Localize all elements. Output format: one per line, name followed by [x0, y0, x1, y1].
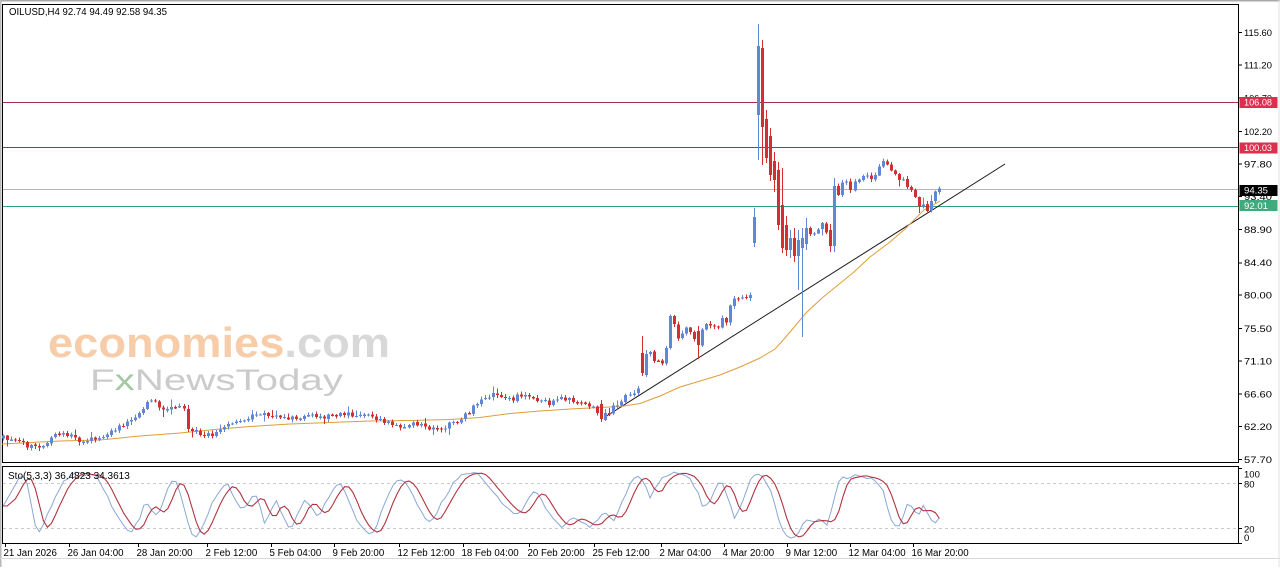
- svg-text:84.40: 84.40: [1244, 258, 1272, 269]
- svg-text:2 Feb 12:00: 2 Feb 12:00: [206, 548, 258, 559]
- svg-text:0: 0: [1244, 533, 1249, 544]
- svg-text:12 Feb 12:00: 12 Feb 12:00: [398, 548, 456, 559]
- svg-text:97.80: 97.80: [1244, 159, 1272, 170]
- svg-text:20 Feb 20:00: 20 Feb 20:00: [528, 548, 586, 559]
- svg-text:71.10: 71.10: [1244, 356, 1272, 367]
- svg-text:16 Mar 20:00: 16 Mar 20:00: [912, 548, 970, 559]
- svg-text:106.08: 106.08: [1244, 98, 1272, 109]
- svg-text:80.00: 80.00: [1244, 291, 1272, 302]
- svg-text:18 Feb 04:00: 18 Feb 04:00: [462, 548, 520, 559]
- svg-text:Sto(5,3,3) 36.4823 34.3613: Sto(5,3,3) 36.4823 34.3613: [8, 471, 130, 482]
- svg-text:100: 100: [1244, 469, 1260, 480]
- svg-text:25 Feb 12:00: 25 Feb 12:00: [593, 548, 651, 559]
- svg-text:28 Jan 20:00: 28 Jan 20:00: [137, 548, 194, 559]
- svg-text:102.20: 102.20: [1244, 127, 1272, 138]
- svg-text:5 Feb 04:00: 5 Feb 04:00: [270, 548, 322, 559]
- svg-text:26 Jan 04:00: 26 Jan 04:00: [68, 548, 125, 559]
- svg-text:9 Feb 20:00: 9 Feb 20:00: [333, 548, 385, 559]
- svg-text:12 Mar 04:00: 12 Mar 04:00: [849, 548, 907, 559]
- svg-text:115.60: 115.60: [1244, 28, 1272, 39]
- svg-text:4 Mar 20:00: 4 Mar 20:00: [723, 548, 775, 559]
- svg-text:80: 80: [1244, 480, 1255, 491]
- svg-text:100.03: 100.03: [1244, 143, 1272, 154]
- svg-text:57.70: 57.70: [1244, 455, 1272, 466]
- svg-text:88.90: 88.90: [1244, 225, 1272, 236]
- svg-text:111.20: 111.20: [1244, 61, 1272, 72]
- svg-text:92.01: 92.01: [1244, 201, 1268, 212]
- svg-text:93.40: 93.40: [1244, 192, 1272, 203]
- svg-text:economies.com: economies .com: [48, 319, 390, 366]
- svg-text:94.35: 94.35: [1244, 186, 1268, 197]
- svg-text:66.60: 66.60: [1244, 389, 1272, 400]
- svg-text:9 Mar 12:00: 9 Mar 12:00: [786, 548, 838, 559]
- svg-text:20: 20: [1244, 524, 1255, 535]
- svg-text:OILUSD,H4 92.74 94.49 92.58 9: OILUSD,H4 92.74 94.49 92.58 94.35: [9, 6, 167, 18]
- svg-text:2 Mar 04:00: 2 Mar 04:00: [660, 548, 712, 559]
- svg-text:21 Jan 2026: 21 Jan 2026: [4, 548, 57, 559]
- svg-text:62.20: 62.20: [1244, 422, 1272, 433]
- svg-text:75.50: 75.50: [1244, 324, 1272, 335]
